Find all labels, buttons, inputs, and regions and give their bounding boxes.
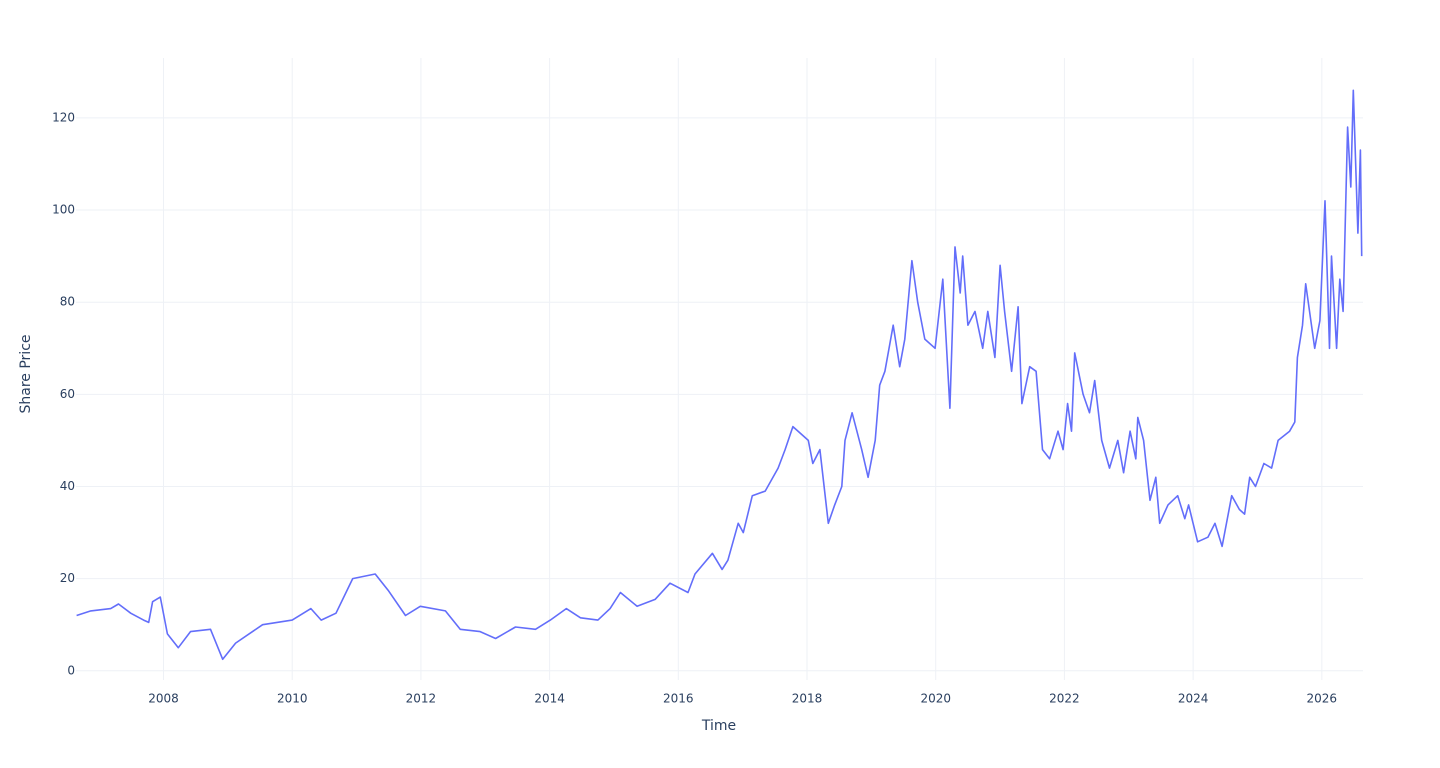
x-tick-label: 2014 — [534, 692, 565, 706]
y-tick-label: 40 — [60, 479, 75, 493]
line-series — [76, 89, 1363, 661]
x-tick-label: 2024 — [1178, 692, 1209, 706]
x-tick-label: 2010 — [277, 692, 308, 706]
y-tick-label: 80 — [60, 295, 75, 309]
y-tick-label: 60 — [60, 387, 75, 401]
x-tick-label: 2026 — [1307, 692, 1338, 706]
x-tick-label: 2016 — [663, 692, 694, 706]
x-tick-label: 2022 — [1049, 692, 1080, 706]
x-tick-label: 2008 — [148, 692, 179, 706]
y-tick-label: 20 — [60, 571, 75, 585]
x-axis-title: Time — [701, 718, 736, 734]
y-tick-label: 0 — [67, 663, 75, 677]
x-tick-label: 2020 — [920, 692, 951, 706]
y-tick-label: 120 — [52, 110, 75, 124]
x-tick-label: 2018 — [792, 692, 823, 706]
y-tick-label: 100 — [52, 203, 75, 217]
y-axis-title: Share Price — [18, 334, 34, 413]
x-tick-label: 2012 — [406, 692, 437, 706]
